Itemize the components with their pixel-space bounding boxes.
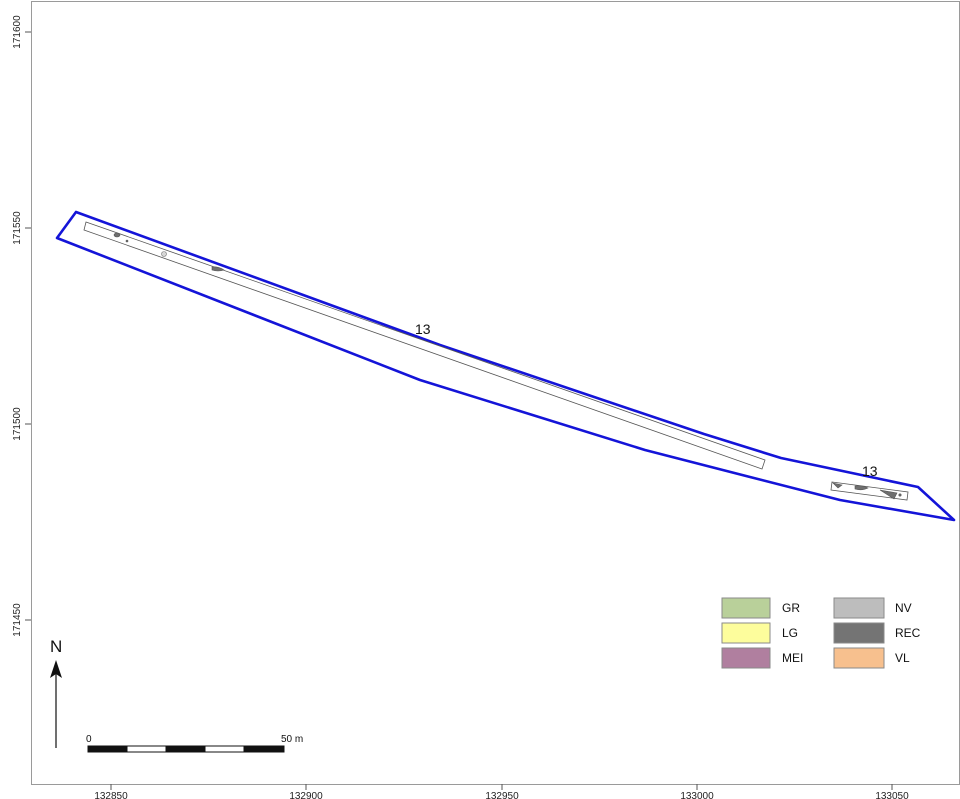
x-axis: 132850 132900 132950 133000 133050 [94,784,909,799]
y-tick-label: 171450 [12,603,23,637]
legend-swatch-nv [833,597,885,619]
scale-segment [165,745,206,753]
parcel-label: 13 [415,321,431,337]
scale-start-label: 0 [86,734,92,745]
y-tick-label: 171600 [12,15,23,49]
scale-segment [87,745,128,753]
feature-circle [161,251,167,257]
scale-bar: 0 50 m [86,734,303,753]
legend-label-lg: LG [782,626,798,640]
y-axis: 171600 171550 171500 171450 [12,15,31,637]
scale-segment [243,745,285,753]
parcel-outline [55,210,956,522]
feature-point [898,493,902,497]
feature-patch [854,485,869,491]
legend-swatch-mei [721,647,771,669]
legend-swatch-rec [833,622,885,644]
legend-label-nv: NV [895,601,912,615]
feature-patch [832,482,843,489]
scale-segment [204,745,245,753]
legend-swatch-vl [833,647,885,669]
north-letter: N [50,637,62,656]
east-strip [830,481,909,501]
x-tick-label: 132950 [485,791,519,799]
legend-swatch-gr [721,597,771,619]
north-arrow-head [50,660,62,678]
x-tick-label: 132850 [94,791,128,799]
scale-segment [126,745,167,753]
x-tick-label: 133050 [875,791,909,799]
legend-label-mei: MEI [782,651,803,665]
legend-label-gr: GR [782,601,800,615]
north-arrow-icon: N [50,637,62,748]
legend-swatch-lg [721,622,771,644]
feature-point [125,239,129,243]
feature-patch [211,266,225,272]
strip-features-west [113,232,225,272]
y-tick-label: 171500 [12,407,23,441]
parcel-strip [83,221,766,470]
x-tick-label: 133000 [680,791,714,799]
legend-label-rec: REC [895,626,921,640]
feature-patch [113,232,121,238]
scale-end-label: 50 m [281,734,303,745]
y-tick-label: 171550 [12,211,23,245]
legend-label-vl: VL [895,651,910,665]
feature-patch [879,489,898,500]
map-frame [31,1,960,785]
strip-features-east [830,481,909,501]
x-tick-label: 132900 [289,791,323,799]
legend: GR NV LG REC MEI VL [721,597,921,669]
parcel-label: 13 [862,463,878,479]
